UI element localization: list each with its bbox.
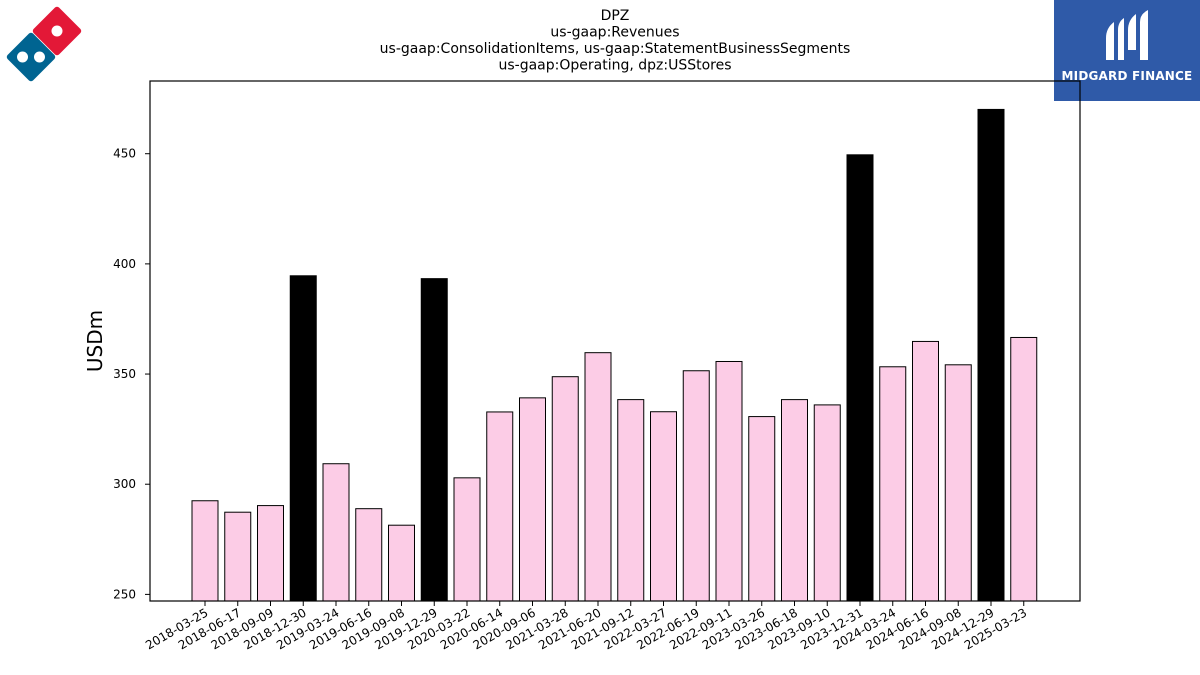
bar-quarter bbox=[322, 463, 350, 602]
bar-quarter bbox=[650, 411, 677, 602]
bar-quarter bbox=[813, 404, 841, 602]
y-tick-label: 300 bbox=[113, 477, 136, 491]
midgard-emblem-icon bbox=[1106, 10, 1148, 60]
bar-quarter bbox=[519, 397, 546, 602]
y-axis-label: USDm bbox=[83, 310, 107, 372]
midgard-finance-wordmark: MIDGARD FINANCE bbox=[1061, 69, 1193, 83]
y-tick-label: 400 bbox=[113, 257, 136, 271]
bar-quarter bbox=[355, 508, 383, 602]
bar-quarter bbox=[1010, 336, 1038, 602]
bar-quarter bbox=[944, 364, 972, 602]
bar-quarter bbox=[551, 376, 579, 602]
bar-quarter bbox=[682, 370, 710, 602]
bar-quarter bbox=[388, 524, 415, 602]
plot-frame bbox=[149, 80, 1081, 602]
bars bbox=[191, 108, 1038, 602]
bar-quarter bbox=[715, 360, 743, 602]
y-tick-label: 250 bbox=[113, 587, 136, 601]
bar-quarter bbox=[453, 477, 481, 602]
chart-title: DPZus-gaap:Revenuesus-gaap:Consolidation… bbox=[380, 8, 851, 74]
bar-annual bbox=[846, 154, 874, 602]
bar-quarter bbox=[912, 340, 939, 602]
bar-quarter bbox=[748, 416, 776, 602]
dominos-logo bbox=[6, 6, 82, 82]
y-axis: 250 300 350 400 450 bbox=[113, 147, 150, 601]
bar-quarter bbox=[879, 366, 907, 602]
chart-title-line: us-gaap:ConsolidationItems, us-gaap:Stat… bbox=[380, 41, 851, 57]
bar-quarter bbox=[617, 399, 645, 602]
bar-quarter bbox=[257, 505, 284, 602]
bar-quarter bbox=[224, 511, 252, 602]
chart-title-line: DPZ bbox=[601, 8, 630, 24]
chart-title-line: us-gaap:Revenues bbox=[550, 25, 679, 41]
y-tick-label: 450 bbox=[113, 147, 136, 161]
bar-annual bbox=[420, 278, 448, 602]
bar-quarter bbox=[781, 399, 808, 602]
bar-quarter bbox=[584, 352, 612, 602]
bar-quarter bbox=[191, 500, 219, 602]
chart-title-line: us-gaap:Operating, dpz:USStores bbox=[498, 58, 731, 74]
y-tick-label: 350 bbox=[113, 367, 136, 381]
logo-blue-tile bbox=[6, 32, 56, 82]
bar-quarter bbox=[486, 411, 514, 602]
midgard-finance-logo: MIDGARD FINANCE bbox=[1054, 0, 1200, 101]
bar-annual bbox=[289, 275, 317, 602]
bar-annual bbox=[977, 108, 1005, 602]
x-axis: 2018-03-252018-06-172018-09-092018-12-30… bbox=[143, 601, 1029, 652]
